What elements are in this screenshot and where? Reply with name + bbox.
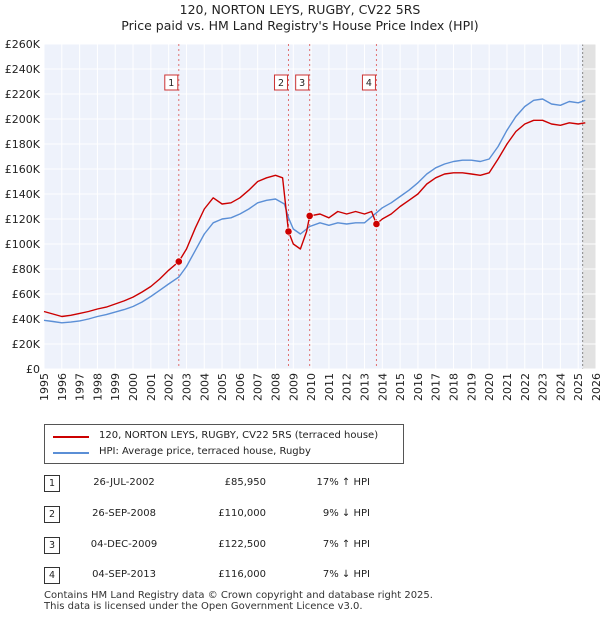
x-tick-label: 1996 bbox=[56, 373, 69, 401]
sale-number-box bbox=[273, 74, 288, 91]
y-tick-label: £240K bbox=[5, 63, 41, 76]
x-tick-label: 2018 bbox=[448, 373, 461, 401]
sale-number-box bbox=[361, 74, 376, 91]
footer-licence: This data is licensed under the Open Gov… bbox=[44, 601, 363, 612]
y-tick-label: £80K bbox=[12, 263, 41, 276]
y-tick-label: £20K bbox=[12, 338, 41, 351]
sale-number-label: 1 bbox=[168, 78, 174, 89]
transaction-date: 26-SEP-2008 bbox=[92, 508, 156, 519]
x-tick-label: 2008 bbox=[269, 373, 282, 401]
x-tick-label: 2019 bbox=[465, 373, 478, 401]
legend: 120, NORTON LEYS, RUGBY, CV22 5RS (terra… bbox=[44, 424, 404, 464]
sale-number-label: 3 bbox=[299, 78, 305, 89]
x-tick-label: 2017 bbox=[430, 373, 443, 401]
x-tick-label: 2026 bbox=[590, 373, 600, 401]
sale-number-label: 4 bbox=[366, 78, 372, 89]
transaction-number: 2 bbox=[44, 506, 60, 523]
x-tick-label: 2012 bbox=[341, 373, 354, 401]
plot-area bbox=[44, 44, 596, 369]
sale-point bbox=[284, 227, 293, 236]
x-tick-label: 2024 bbox=[554, 373, 567, 401]
forecast-region bbox=[582, 44, 596, 369]
x-tick-label: 2025 bbox=[572, 373, 585, 401]
legend-swatch-property bbox=[53, 436, 89, 438]
x-tick-label: 2006 bbox=[234, 373, 247, 401]
x-tick-label: 2004 bbox=[198, 373, 211, 401]
legend-swatch-hpi bbox=[53, 452, 89, 454]
sale-number-label: 2 bbox=[278, 78, 284, 89]
transaction-price: £122,500 bbox=[218, 539, 266, 550]
chart-subtitle: Price paid vs. HM Land Registry's House … bbox=[121, 18, 479, 33]
x-tick-label: 2014 bbox=[376, 373, 389, 401]
footer: Contains HM Land Registry data © Crown c… bbox=[44, 590, 433, 612]
x-tick-label: 2001 bbox=[145, 373, 158, 401]
footer-copyright: Contains HM Land Registry data © Crown c… bbox=[44, 590, 433, 601]
transaction-date: 26-JUL-2002 bbox=[93, 477, 155, 488]
y-tick-label: £40K bbox=[12, 313, 41, 326]
x-tick-label: 2003 bbox=[180, 373, 193, 401]
x-tick-label: 1998 bbox=[91, 373, 104, 401]
x-tick-label: 1999 bbox=[109, 373, 122, 401]
chart-title-block: 120, NORTON LEYS, RUGBY, CV22 5RS Price … bbox=[0, 2, 600, 34]
legend-label-hpi: HPI: Average price, terraced house, Rugb… bbox=[99, 446, 311, 457]
transaction-price: £85,950 bbox=[224, 477, 266, 488]
y-tick-label: £180K bbox=[5, 138, 41, 151]
x-tick-label: 1995 bbox=[38, 373, 51, 401]
x-tick-label: 2009 bbox=[287, 373, 300, 401]
x-tick-label: 2013 bbox=[359, 373, 372, 401]
sale-number-box bbox=[164, 74, 179, 91]
transaction-hpi: 17% ↑ HPI bbox=[316, 477, 370, 488]
sale-number-box bbox=[295, 74, 310, 91]
sale-point bbox=[305, 211, 314, 220]
y-tick-label: £100K bbox=[5, 238, 41, 251]
y-tick-label: £60K bbox=[12, 288, 41, 301]
y-tick-label: £220K bbox=[5, 88, 41, 101]
x-tick-label: 2015 bbox=[394, 373, 407, 401]
transaction-row: 1 26-JUL-2002 £85,950 17% ↑ HPI bbox=[0, 475, 600, 495]
transaction-number: 4 bbox=[44, 567, 60, 584]
x-tick-label: 2023 bbox=[537, 373, 550, 401]
price-chart: £0 £20K £40K £60K £80K £100K £120K £140K £160K £1… bbox=[5, 38, 600, 401]
transaction-row: 3 04-DEC-2009 £122,500 7% ↑ HPI bbox=[0, 537, 600, 557]
y-tick-label: £120K bbox=[5, 213, 41, 226]
x-tick-label: 2021 bbox=[501, 373, 514, 401]
transaction-date: 04-SEP-2013 bbox=[92, 569, 156, 580]
transaction-number: 3 bbox=[44, 537, 60, 554]
y-tick-label: £0 bbox=[26, 363, 40, 376]
y-tick-label: £140K bbox=[5, 188, 41, 201]
transaction-price: £110,000 bbox=[218, 508, 266, 519]
transaction-row: 4 04-SEP-2013 £116,000 7% ↓ HPI bbox=[0, 567, 600, 587]
x-tick-label: 2010 bbox=[305, 373, 318, 401]
transaction-hpi: 7% ↓ HPI bbox=[322, 569, 370, 580]
sale-point bbox=[372, 220, 381, 228]
hpi-line bbox=[43, 98, 586, 324]
transaction-price: £116,000 bbox=[218, 569, 266, 580]
x-tick-label: 2011 bbox=[323, 373, 336, 401]
x-tick-label: 2000 bbox=[127, 373, 140, 401]
transaction-date: 04-DEC-2009 bbox=[90, 539, 158, 550]
x-tick-label: 2002 bbox=[163, 373, 176, 401]
sale-point bbox=[174, 257, 183, 266]
legend-label-property: 120, NORTON LEYS, RUGBY, CV22 5RS (terra… bbox=[99, 430, 379, 441]
transaction-number: 1 bbox=[44, 475, 60, 492]
x-tick-label: 1997 bbox=[74, 373, 87, 401]
x-tick-label: 2016 bbox=[412, 373, 425, 401]
x-tick-label: 2022 bbox=[519, 373, 532, 401]
y-tick-label: £200K bbox=[5, 113, 41, 126]
y-tick-label: £260K bbox=[5, 38, 41, 51]
transaction-hpi: 9% ↓ HPI bbox=[322, 508, 370, 519]
chart-title: 120, NORTON LEYS, RUGBY, CV22 5RS bbox=[179, 2, 421, 17]
x-tick-label: 2007 bbox=[252, 373, 265, 401]
y-tick-label: £160K bbox=[5, 163, 41, 176]
x-tick-label: 2005 bbox=[216, 373, 229, 401]
x-tick-label: 2020 bbox=[483, 373, 496, 401]
transaction-hpi: 7% ↑ HPI bbox=[322, 539, 370, 550]
transaction-row: 2 26-SEP-2008 £110,000 9% ↓ HPI bbox=[0, 506, 600, 526]
